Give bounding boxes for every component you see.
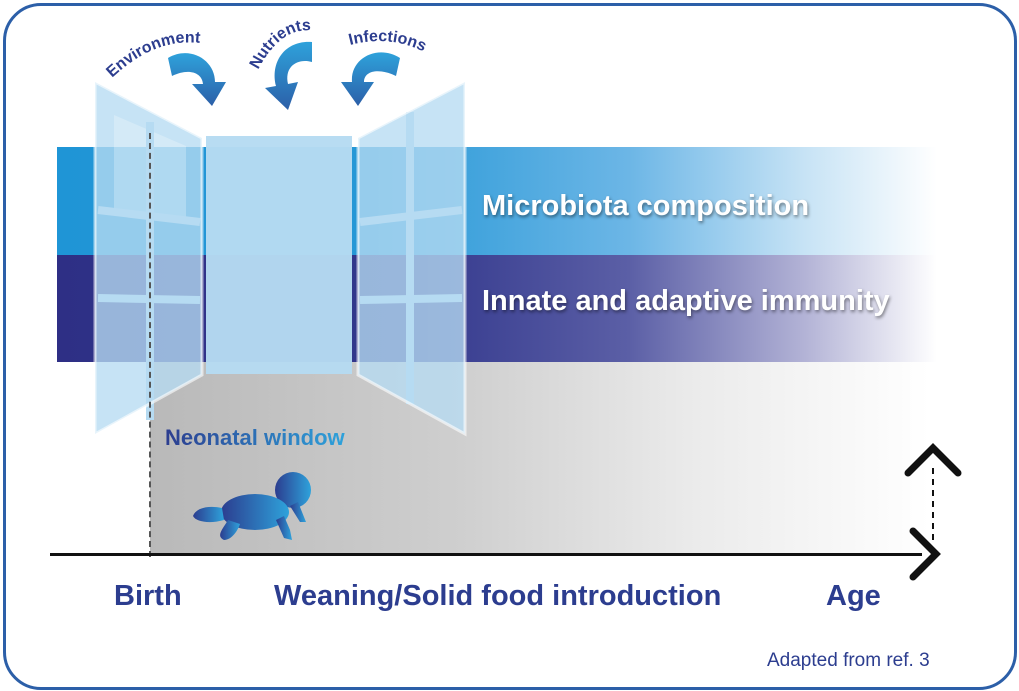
age-axis: [50, 553, 922, 556]
axis-label-weaning: Weaning/Solid food introduction: [274, 580, 722, 612]
up-arrow-icon: [904, 443, 962, 477]
immunity-label: Innate and adaptive immunity: [482, 285, 890, 317]
curved-arrow-icon: [168, 53, 226, 106]
window-center-pane: [206, 136, 352, 374]
right-arrow-icon: [909, 527, 941, 581]
curved-arrow-icon: [341, 52, 400, 106]
right-shutter: [356, 79, 467, 437]
microbiota-band: [57, 147, 937, 255]
axis-label-age: Age: [826, 580, 881, 612]
influence-label-infections: Infections: [347, 28, 429, 55]
microbiota-label: Microbiota composition: [482, 190, 810, 222]
axis-label-birth: Birth: [114, 580, 182, 612]
source-credit: Adapted from ref. 3: [767, 650, 930, 671]
curved-arrow-icon: [265, 41, 312, 110]
baby-icon: [193, 472, 311, 540]
immunity-band: [57, 255, 937, 362]
neonatal-window-label: Neonatal window: [165, 425, 345, 450]
birth-marker-line: [149, 133, 151, 557]
